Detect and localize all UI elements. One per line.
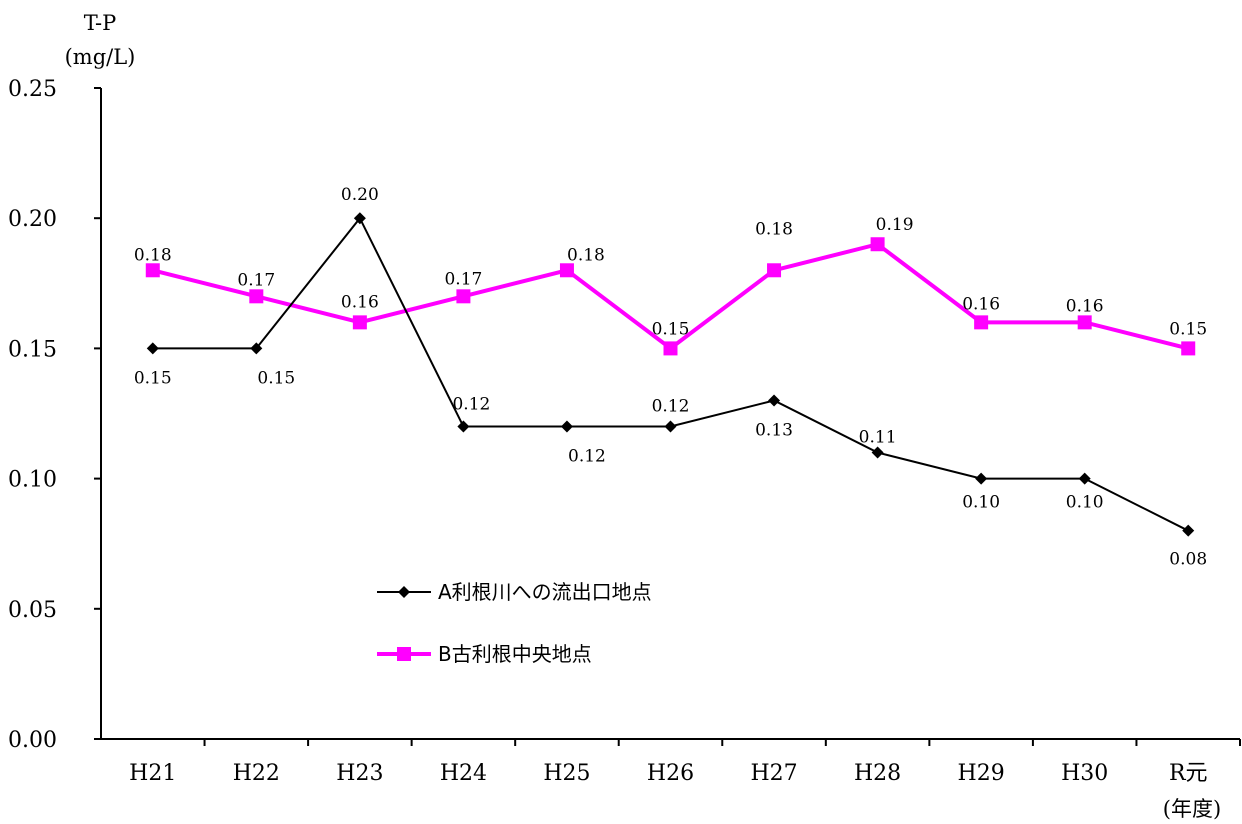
data-point (457, 420, 470, 433)
x-axis-ticks: H21 H22 H23 H24 H25 H26 H27 H28 H29 H30 R元 (129, 739, 1241, 786)
x-tick-label: H30 (1061, 761, 1108, 786)
x-tick-label: H22 (233, 761, 280, 786)
x-tick-label: R元 (1169, 761, 1208, 786)
x-tick-label: H29 (958, 761, 1005, 786)
series-b (145, 237, 1196, 356)
x-tick-label: H24 (440, 761, 487, 786)
data-label: 0.15 (652, 319, 690, 339)
data-point (1078, 472, 1091, 485)
data-point (871, 446, 884, 459)
data-point (559, 263, 574, 278)
data-point (249, 289, 264, 304)
y-tick-label: 0.00 (8, 728, 57, 753)
data-label: 0.15 (134, 368, 172, 388)
axes (100, 88, 1240, 740)
legend-item: B古利根中央地点 (377, 642, 592, 666)
legend-label: A利根川への流出口地点 (438, 580, 652, 604)
data-point (1182, 524, 1195, 537)
data-label: 0.12 (568, 447, 606, 467)
data-labels: 0.15 0.15 0.20 0.12 0.12 0.12 0.13 0.11 0.10 0.10… (134, 185, 1207, 569)
y-tick-label: 0.15 (8, 337, 57, 362)
data-point (768, 394, 781, 407)
data-point (870, 237, 885, 252)
data-label: 0.19 (876, 215, 914, 235)
data-point (975, 472, 988, 485)
data-point (353, 212, 366, 225)
square-marker-icon (397, 647, 411, 661)
data-point (146, 342, 159, 355)
data-label: 0.16 (1066, 296, 1104, 316)
x-tick-label: H23 (336, 761, 383, 786)
y-axis-unit: (mg/L) (65, 45, 136, 69)
data-point (974, 315, 989, 330)
data-label: 0.12 (652, 397, 690, 417)
y-tick-label: 0.25 (8, 77, 57, 102)
data-label: 0.17 (444, 269, 482, 289)
data-label: 0.18 (755, 219, 793, 239)
data-label: 0.10 (962, 493, 1000, 513)
x-tick-label: H26 (647, 761, 694, 786)
data-label: 0.17 (237, 270, 275, 290)
y-tick-label: 0.10 (8, 468, 57, 493)
data-point (664, 420, 677, 433)
legend: A利根川への流出口地点 B古利根中央地点 (377, 580, 652, 666)
y-axis-ticks: 0.00 0.05 0.10 0.15 0.20 0.25 (8, 77, 101, 753)
series-a (146, 212, 1195, 537)
diamond-marker-icon (398, 586, 410, 598)
series-layer (145, 212, 1196, 537)
x-tick-label: H25 (543, 761, 590, 786)
data-label: 0.15 (257, 368, 295, 388)
x-axis-unit: (年度) (1163, 797, 1221, 821)
data-point (1181, 341, 1196, 356)
data-point (663, 341, 678, 356)
series-line (152, 216, 1189, 532)
data-point (145, 263, 160, 278)
data-label: 0.10 (1066, 493, 1104, 513)
data-label: 0.12 (452, 395, 490, 415)
data-label: 0.16 (962, 294, 1000, 314)
data-point (1077, 315, 1092, 330)
legend-label: B古利根中央地点 (438, 642, 592, 666)
data-point (250, 342, 263, 355)
y-axis-title: T-P (84, 11, 117, 35)
data-label: 0.16 (341, 292, 379, 312)
data-label: 0.13 (755, 420, 793, 440)
x-tick-label: H27 (750, 761, 797, 786)
data-point (767, 263, 782, 278)
data-label: 0.18 (134, 245, 172, 265)
data-label: 0.15 (1169, 319, 1207, 339)
data-label: 0.11 (859, 428, 897, 448)
y-tick-label: 0.05 (8, 598, 57, 623)
data-point (560, 420, 573, 433)
x-tick-label: H21 (129, 761, 176, 786)
y-tick-label: 0.20 (8, 207, 57, 232)
legend-item: A利根川への流出口地点 (377, 580, 652, 604)
data-point (352, 315, 367, 330)
data-point (456, 289, 471, 304)
x-tick-label: H28 (854, 761, 901, 786)
data-label: 0.20 (341, 185, 379, 205)
data-label: 0.18 (567, 245, 605, 265)
data-label: 0.08 (1169, 550, 1207, 570)
